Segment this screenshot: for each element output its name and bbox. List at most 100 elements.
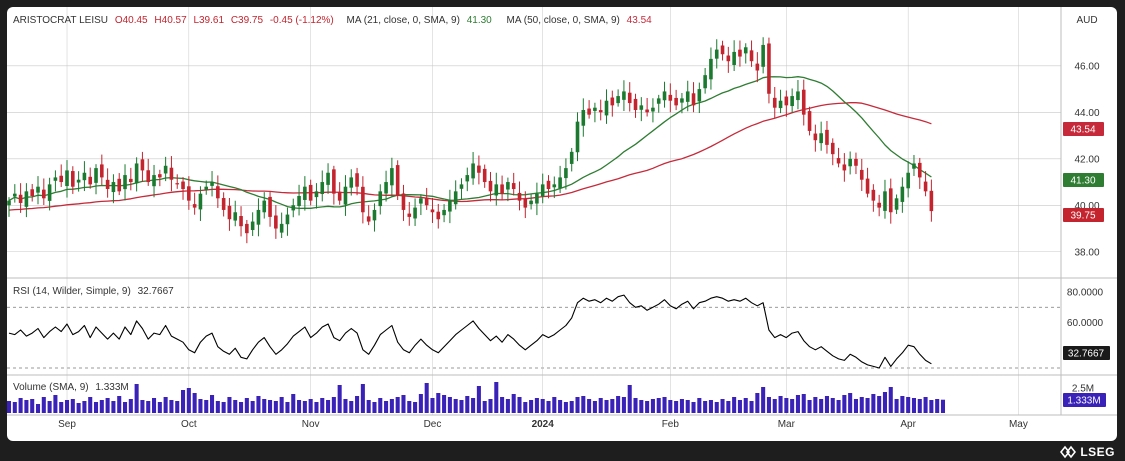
volume-bar bbox=[911, 398, 917, 413]
volume-bar bbox=[813, 397, 818, 413]
candle-body bbox=[796, 91, 800, 101]
volume-bar bbox=[656, 398, 661, 413]
candle-body bbox=[65, 170, 69, 187]
chart-svg[interactable]: 38.0040.0042.0044.0046.0040.000060.00008… bbox=[7, 7, 1117, 441]
candle-body bbox=[332, 169, 336, 194]
volume-bar bbox=[645, 401, 650, 413]
candle-body bbox=[778, 100, 783, 109]
volume-bar bbox=[384, 401, 389, 413]
volume-bar bbox=[70, 399, 75, 413]
candle-body bbox=[413, 207, 417, 219]
candle-body bbox=[772, 97, 777, 108]
volume-bar bbox=[41, 397, 46, 413]
volume-bar bbox=[355, 396, 360, 413]
chart-frame: 38.0040.0042.0044.0046.0040.000060.00008… bbox=[7, 7, 1117, 441]
volume-bar bbox=[285, 402, 290, 413]
candle-body bbox=[442, 209, 446, 216]
candle-body bbox=[622, 91, 626, 100]
candle-body bbox=[888, 188, 893, 213]
candle-body bbox=[250, 221, 255, 231]
candle-body bbox=[308, 184, 313, 201]
candle-body bbox=[175, 183, 180, 185]
candle-body bbox=[42, 189, 46, 199]
candle-body bbox=[204, 186, 209, 190]
candle-body bbox=[830, 142, 835, 155]
candle-body bbox=[18, 194, 23, 203]
volume-bar bbox=[616, 396, 621, 413]
volume-bar bbox=[256, 396, 261, 413]
candle-body bbox=[158, 174, 162, 178]
candle-body bbox=[877, 202, 881, 208]
brand-name: LSEG bbox=[1080, 445, 1115, 459]
volume-badge: 1.333M bbox=[1063, 393, 1106, 407]
candle-body bbox=[540, 184, 545, 197]
candle-body bbox=[790, 96, 794, 107]
candle-body bbox=[245, 223, 249, 234]
volume-bar bbox=[552, 397, 557, 413]
x-tick-label: Sep bbox=[58, 419, 76, 430]
candle-body bbox=[459, 184, 464, 189]
candle-body bbox=[24, 191, 29, 207]
candle-body bbox=[923, 181, 928, 192]
volume-bar bbox=[685, 400, 690, 413]
candlestick-series bbox=[7, 37, 934, 244]
candle-body bbox=[755, 63, 760, 71]
candle-body bbox=[604, 100, 609, 116]
candle-body bbox=[703, 75, 707, 89]
candle-body bbox=[906, 172, 910, 189]
volume-bar bbox=[47, 401, 52, 413]
volume-bar bbox=[929, 400, 934, 413]
volume-bar bbox=[453, 399, 458, 413]
candle-body bbox=[500, 184, 504, 194]
close-badge: 39.75 bbox=[1063, 208, 1104, 222]
candle-body bbox=[714, 49, 719, 59]
volume-bar bbox=[413, 402, 418, 413]
volume-bar bbox=[853, 399, 858, 413]
candle-body bbox=[477, 165, 481, 173]
candle-body bbox=[511, 183, 516, 190]
volume-bar bbox=[7, 401, 12, 413]
candle-body bbox=[894, 198, 899, 210]
volume-bar bbox=[262, 399, 267, 413]
legend-ma21-value: 41.30 bbox=[467, 15, 492, 26]
footer-bar bbox=[0, 441, 1125, 461]
legend-change: -0.45 (-1.12%) bbox=[270, 15, 334, 26]
volume-bar bbox=[917, 399, 922, 413]
candle-body bbox=[656, 98, 661, 104]
volume-bar bbox=[314, 402, 319, 413]
candle-body bbox=[627, 92, 632, 104]
ma21-badge: 41.30 bbox=[1063, 173, 1104, 187]
candle-body bbox=[738, 49, 742, 57]
candle-body bbox=[616, 96, 620, 104]
candle-body bbox=[401, 193, 406, 210]
volume-bar bbox=[273, 401, 278, 413]
candle-body bbox=[523, 198, 528, 208]
candle-body bbox=[558, 177, 562, 189]
volume-tick-label: 2.5M bbox=[1072, 384, 1094, 395]
volume-bar bbox=[575, 397, 580, 413]
volume-bar bbox=[215, 401, 220, 413]
lseg-mark-icon bbox=[1060, 445, 1077, 459]
volume-bar bbox=[488, 399, 493, 413]
candle-body bbox=[291, 205, 296, 211]
candle-body bbox=[117, 178, 122, 192]
volume-bar bbox=[163, 397, 168, 413]
candle-body bbox=[372, 209, 377, 221]
candle-body bbox=[720, 45, 725, 55]
volume-bar bbox=[366, 400, 371, 413]
ma50-line bbox=[8, 102, 932, 211]
candle-body bbox=[366, 216, 371, 222]
candle-body bbox=[453, 191, 458, 205]
candle-body bbox=[407, 213, 412, 217]
volume-bar bbox=[859, 397, 864, 413]
volume-bar bbox=[737, 400, 742, 413]
candle-body bbox=[285, 214, 290, 225]
candle-body bbox=[691, 93, 696, 106]
candle-body bbox=[564, 168, 568, 179]
volume-bar bbox=[772, 399, 777, 413]
volume-bar bbox=[210, 395, 215, 413]
candle-body bbox=[297, 195, 301, 207]
candle-body bbox=[569, 151, 574, 164]
candle-body bbox=[471, 163, 475, 179]
volume-bar bbox=[198, 399, 203, 413]
